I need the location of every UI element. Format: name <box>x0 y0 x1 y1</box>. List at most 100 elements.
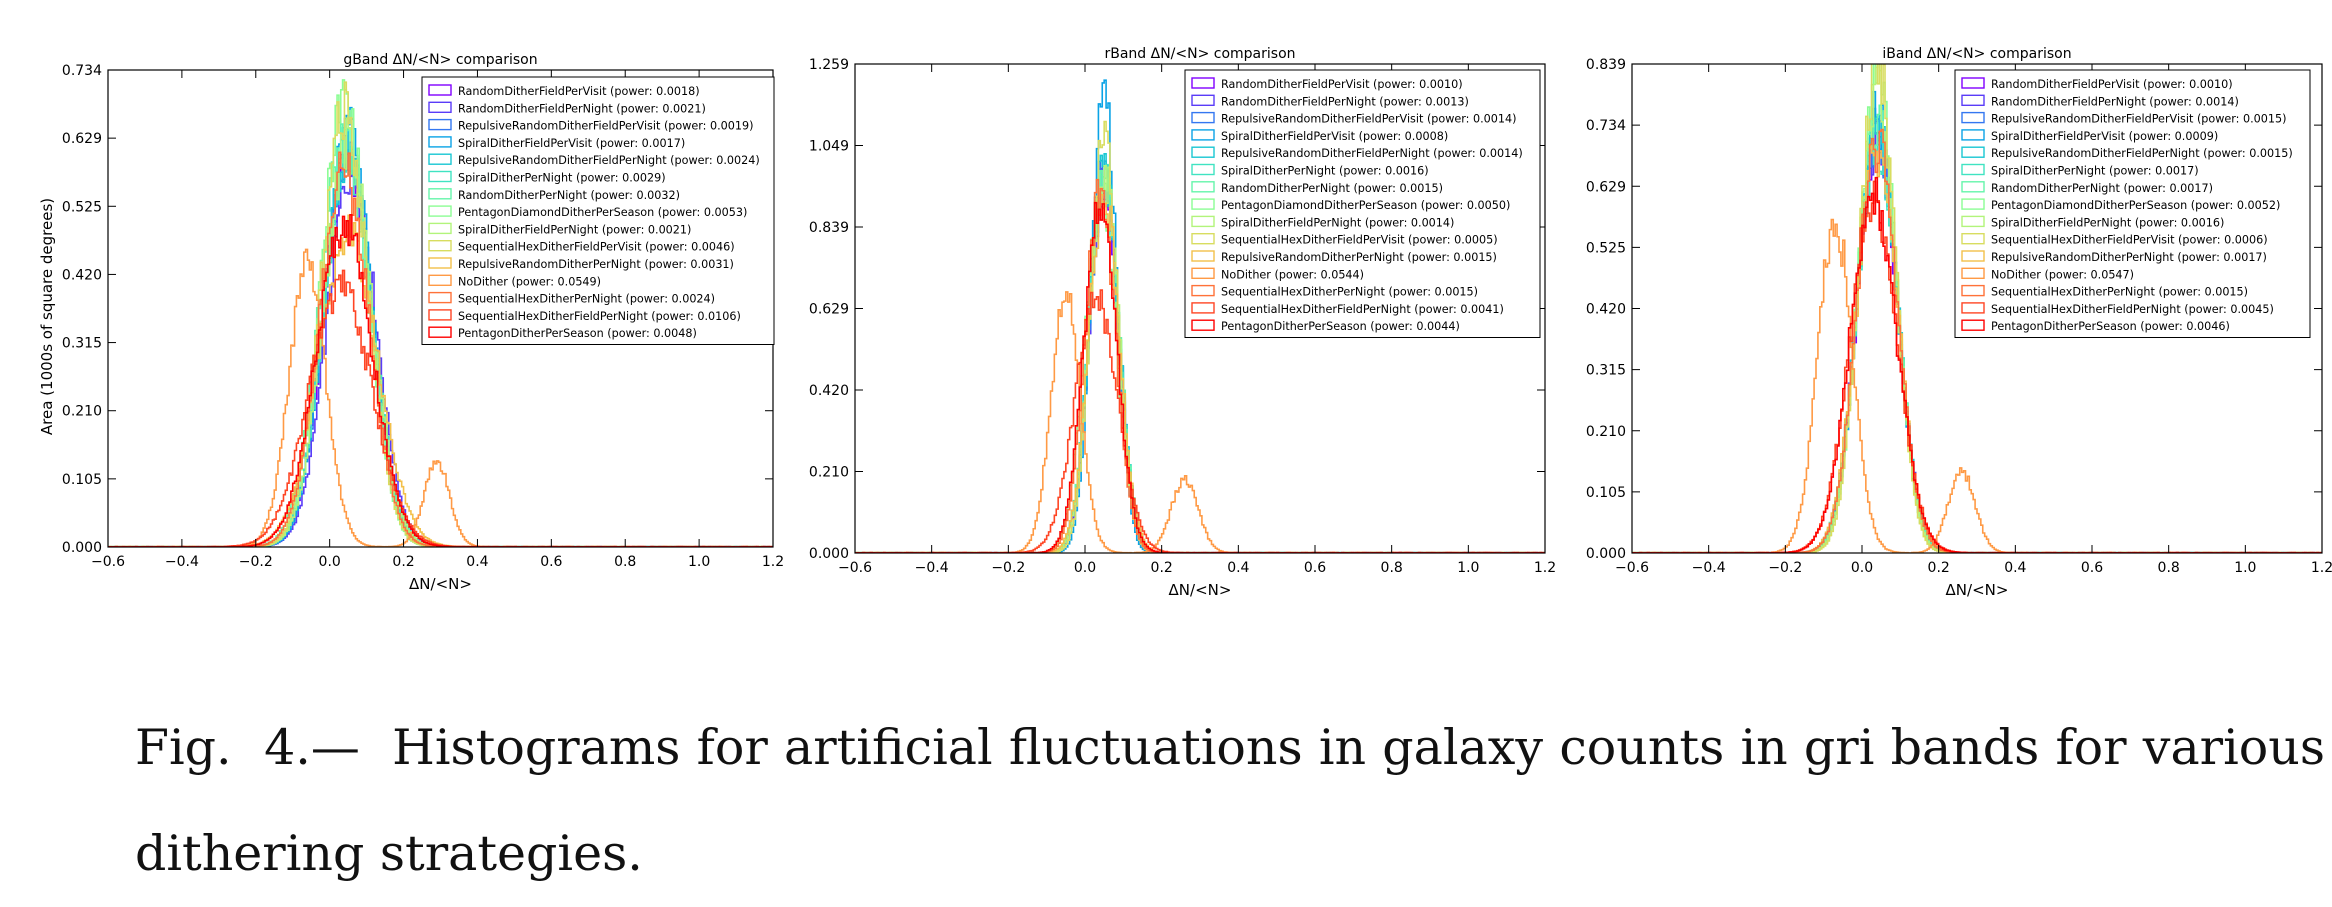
x-tick-label: −0.2 <box>1768 560 1802 576</box>
y-tick-label: 0.629 <box>1586 179 1626 195</box>
legend-swatch <box>1961 181 1985 193</box>
legend-entry: NoDither (power: 0.0549) <box>458 275 601 288</box>
legend-entry: RandomDitherPerNight (power: 0.0032) <box>458 189 680 202</box>
y-tick-label: 0.210 <box>809 465 849 481</box>
legend-swatch <box>428 188 452 200</box>
x-tick-label: 0.6 <box>1304 560 1326 576</box>
chart-title: gBand ΔN/<N> comparison <box>343 52 537 68</box>
legend-swatch <box>428 170 452 183</box>
legend-swatch <box>1191 215 1215 228</box>
legend-entry: SpiralDitherFieldPerNight (power: 0.0021… <box>458 223 691 236</box>
legend-entry: RepulsiveRandomDitherPerNight (power: 0.… <box>458 258 734 271</box>
y-tick-label: 0.629 <box>62 131 102 147</box>
legend-swatch <box>428 291 452 304</box>
legend-swatch <box>1961 215 1985 228</box>
legend-entry: RepulsiveRandomDitherFieldPerNight (powe… <box>1221 147 1523 160</box>
legend-swatch <box>428 309 452 321</box>
x-tick-label: 0.0 <box>1851 560 1873 576</box>
legend-swatch <box>1191 302 1215 314</box>
legend-entry: RepulsiveRandomDitherPerNight (power: 0.… <box>1991 251 2267 264</box>
legend-swatch <box>1191 77 1215 89</box>
y-axis-label: Area (1000s of square degrees) <box>38 198 56 435</box>
x-tick-label: 0.6 <box>540 554 562 570</box>
legend-entry: RandomDitherFieldPerVisit (power: 0.0010… <box>1221 78 1463 91</box>
legend-entry: RandomDitherPerNight (power: 0.0015) <box>1221 182 1443 195</box>
legend-entry: RandomDitherFieldPerVisit (power: 0.0018… <box>458 85 700 98</box>
x-tick-label: 0.8 <box>614 554 636 570</box>
legend-box <box>1184 69 1541 338</box>
legend-entry: SequentialHexDitherPerNight (power: 0.00… <box>1221 286 1478 299</box>
legend-entry: SequentialHexDitherFieldPerNight (power:… <box>1221 303 1504 316</box>
legend-swatch <box>1961 129 1985 141</box>
legend-entry: RandomDitherFieldPerVisit (power: 0.0010… <box>1991 78 2233 91</box>
legend-entry: NoDither (power: 0.0544) <box>1221 268 1364 281</box>
y-tick-label: 0.734 <box>1586 118 1626 134</box>
x-tick-label: 0.4 <box>2004 560 2026 576</box>
legend-swatch <box>428 257 452 269</box>
legend-entry: SpiralDitherFieldPerVisit (power: 0.0009… <box>1991 130 2218 143</box>
figure-caption: Fig. 4.— Histograms for artificial fluct… <box>135 695 2325 907</box>
legend-swatch <box>1961 146 1985 158</box>
y-tick-label: 0.420 <box>1586 302 1626 318</box>
legend-swatch <box>1961 111 1985 124</box>
legend-swatch <box>1961 302 1985 314</box>
legend: RandomDitherFieldPerVisit (power: 0.0010… <box>1954 69 2311 338</box>
x-tick-label: 0.8 <box>2158 560 2180 576</box>
caption-label: Fig. <box>135 719 232 776</box>
legend-entry: RepulsiveRandomDitherFieldPerNight (powe… <box>458 154 760 167</box>
x-tick-label: −0.2 <box>991 560 1025 576</box>
legend-entry: SequentialHexDitherFieldPerVisit (power:… <box>458 241 735 254</box>
y-tick-label: 0.105 <box>1586 485 1626 501</box>
legend-swatch <box>1961 267 1985 279</box>
legend-entry: SequentialHexDitherFieldPerVisit (power:… <box>1991 234 2268 247</box>
legend-entry: SequentialHexDitherFieldPerNight (power:… <box>1991 303 2274 316</box>
x-axis-label: ΔN/<N> <box>1946 581 2009 599</box>
x-tick-label: 0.6 <box>2081 560 2103 576</box>
x-tick-label: −0.6 <box>91 554 125 570</box>
x-tick-label: 1.0 <box>1457 560 1479 576</box>
y-tick-label: 0.000 <box>809 546 849 562</box>
x-tick-label: 1.0 <box>688 554 710 570</box>
legend-swatch <box>428 205 452 217</box>
x-axis-label: ΔN/<N> <box>409 575 472 593</box>
legend-entry: SpiralDitherPerNight (power: 0.0016) <box>1221 165 1429 178</box>
legend-swatch <box>1191 163 1215 176</box>
y-tick-label: 0.839 <box>1586 57 1626 73</box>
y-tick-label: 0.629 <box>809 302 849 318</box>
y-tick-label: 1.259 <box>809 57 849 73</box>
legend-swatch <box>1191 232 1215 245</box>
x-tick-label: 0.8 <box>1381 560 1403 576</box>
x-tick-label: −0.4 <box>915 560 949 576</box>
legend-entry: RandomDitherPerNight (power: 0.0017) <box>1991 182 2213 195</box>
x-tick-label: −0.6 <box>838 560 872 576</box>
x-tick-label: 0.0 <box>1074 560 1096 576</box>
legend-entry: SequentialHexDitherFieldPerNight (power:… <box>458 310 741 323</box>
legend-swatch <box>1191 319 1215 331</box>
legend-swatch <box>1961 284 1985 297</box>
x-tick-label: −0.6 <box>1615 560 1649 576</box>
legend-swatch <box>1961 198 1985 210</box>
legend-swatch <box>428 136 452 148</box>
legend-entry: SequentialHexDitherPerNight (power: 0.00… <box>458 293 715 306</box>
x-axis-label: ΔN/<N> <box>1169 581 1232 599</box>
chart-panel-2: −0.6 −0.4 −0.2 0.0 0.2 0.4 0.6 0.8 1.0 1.2 0.000 0.… <box>809 46 1556 599</box>
legend-swatch <box>1191 250 1215 262</box>
legend-entry: PentagonDitherPerSeason (power: 0.0046) <box>1991 320 2230 333</box>
legend-entry: SpiralDitherFieldPerNight (power: 0.0016… <box>1991 216 2224 229</box>
legend-swatch <box>1191 146 1215 158</box>
legend-entry: PentagonDiamondDitherPerSeason (power: 0… <box>458 206 747 219</box>
legend-entry: RepulsiveRandomDitherFieldPerVisit (powe… <box>458 120 754 133</box>
legend-swatch <box>1191 267 1215 279</box>
legend-entry: NoDither (power: 0.0547) <box>1991 268 2134 281</box>
legend-swatch <box>1191 129 1215 141</box>
legend-swatch <box>1961 77 1985 89</box>
legend: RandomDitherFieldPerVisit (power: 0.0010… <box>1184 69 1541 338</box>
legend-entry: RepulsiveRandomDitherFieldPerVisit (powe… <box>1221 113 1517 126</box>
y-tick-label: 0.839 <box>809 220 849 236</box>
legend-entry: PentagonDiamondDitherPerSeason (power: 0… <box>1221 199 1510 212</box>
x-tick-label: 0.2 <box>392 554 414 570</box>
legend-swatch <box>428 239 452 252</box>
chart-title: iBand ΔN/<N> comparison <box>1882 46 2071 62</box>
legend-entry: PentagonDitherPerSeason (power: 0.0044) <box>1221 320 1460 333</box>
legend-swatch <box>1191 94 1215 107</box>
